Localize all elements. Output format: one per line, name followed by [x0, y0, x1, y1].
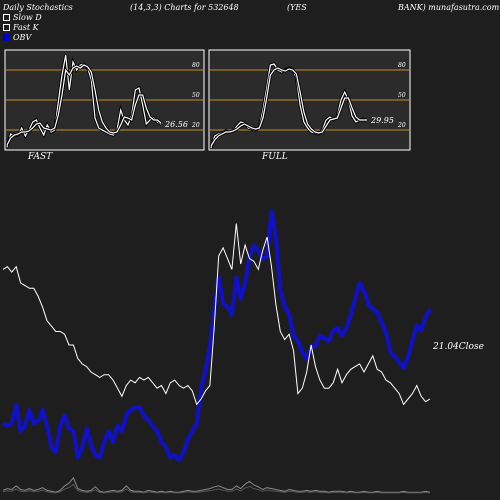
fast-level-label-20: 20 [191, 122, 200, 129]
legend-label-slow-d: Slow D [13, 13, 42, 22]
legend-item-slow-d: Slow D [3, 13, 42, 22]
fast-slow-d-line [6, 64, 162, 146]
volume-line [2, 476, 431, 493]
full-level-label-20: 20 [397, 122, 406, 129]
legend-label-obv: OBV [13, 33, 32, 42]
full-panel-label: FULL [262, 152, 288, 162]
chart-title: Daily Stochastics [3, 3, 73, 12]
close-price-line [2, 223, 431, 406]
legend-swatch-obv [3, 34, 10, 41]
legend-label-fast-k: Fast K [13, 23, 39, 32]
full-level-label-50: 50 [398, 92, 406, 99]
legend-item-obv: OBV [3, 33, 31, 42]
fast-level-label-50: 50 [192, 92, 200, 99]
full-last-value-label: 29.95 [370, 116, 394, 125]
legend-item-fast-k: Fast K [3, 23, 39, 32]
close-value-label: 21.04Close [433, 342, 484, 352]
full-slow-d-line [210, 67, 367, 147]
chart-symbol-right: BANK) munafasutra.com [398, 3, 500, 12]
full-level-label-80: 80 [398, 62, 406, 69]
obv-line [1, 209, 432, 463]
chart-params: (14,3,3) Charts for 532648 [130, 3, 239, 12]
chart-symbol-left: (YES [287, 3, 307, 12]
fast-level-label-80: 80 [192, 62, 200, 69]
volume-average-line [2, 483, 431, 494]
fast-last-value-label: 26.56 [164, 120, 188, 129]
legend-swatch-fast-k [3, 24, 10, 31]
legend-swatch-slow-d [3, 14, 10, 21]
fast-panel-label: FAST [28, 152, 53, 162]
